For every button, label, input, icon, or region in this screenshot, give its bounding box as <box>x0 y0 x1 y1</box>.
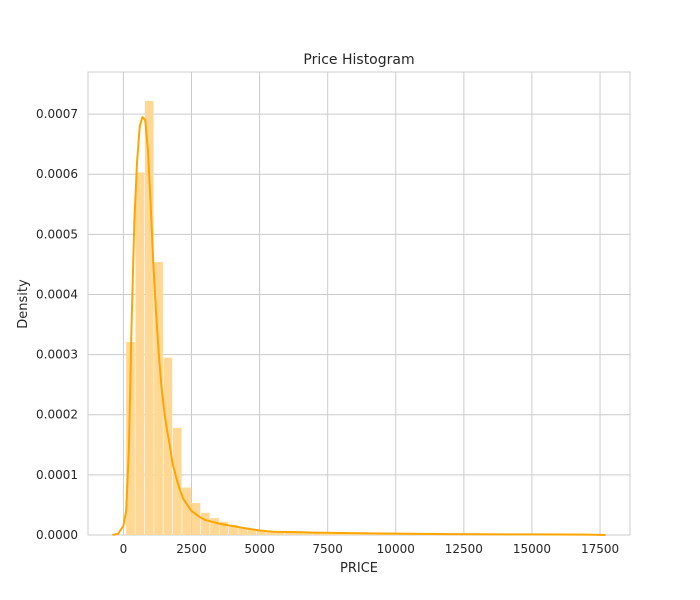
y-tick-label: 0.0005 <box>36 227 78 241</box>
histogram-bar <box>284 532 294 535</box>
histogram-bar <box>135 172 145 536</box>
x-axis-label: PRICE <box>340 561 378 576</box>
histogram-bar <box>126 341 135 535</box>
y-tick-label: 0.0001 <box>36 468 78 482</box>
histogram-bar <box>219 521 229 535</box>
histogram-bar <box>312 533 322 535</box>
y-tick-label: 0.0006 <box>36 167 78 181</box>
histogram-bar <box>303 533 313 535</box>
histogram-bar <box>228 524 238 535</box>
histogram-bar <box>378 534 388 535</box>
histogram-bar <box>247 529 257 535</box>
histogram-bar <box>154 262 163 535</box>
histogram-bar <box>266 531 276 535</box>
histogram-bar <box>275 531 285 535</box>
histogram-bar <box>238 527 247 535</box>
histogram-bar <box>331 533 341 535</box>
histogram-bar <box>144 100 154 535</box>
x-tick-label: 15000 <box>513 542 551 556</box>
x-tick-label: 17500 <box>581 542 619 556</box>
histogram-bar <box>182 487 191 535</box>
histogram-bar <box>387 534 397 535</box>
x-tick-label: 12500 <box>445 542 483 556</box>
histogram-bar <box>294 533 304 535</box>
y-axis-ticks: 0.0000 0.0001 0.0002 0.0003 0.0004 0.0005 0.00… <box>36 107 78 542</box>
histogram-bar <box>210 518 219 535</box>
histogram-bar <box>322 533 332 535</box>
y-tick-label: 0.0004 <box>36 287 78 301</box>
x-tick-label: 5000 <box>244 542 275 556</box>
x-tick-label: 7500 <box>312 542 343 556</box>
kde-line <box>112 116 606 536</box>
y-tick-label: 0.0007 <box>36 107 78 121</box>
histogram-bar <box>200 512 210 535</box>
histogram-bar <box>163 357 173 535</box>
histogram-bar <box>369 534 378 535</box>
y-tick-label: 0.0000 <box>36 528 78 542</box>
histogram-bar <box>350 534 360 535</box>
x-tick-label: 2500 <box>176 542 207 556</box>
histogram-bars <box>126 100 593 536</box>
y-tick-label: 0.0003 <box>36 348 78 362</box>
y-tick-label: 0.0002 <box>36 408 78 422</box>
x-tick-label: 0 <box>120 542 128 556</box>
histogram-bar <box>256 530 266 535</box>
histogram-bar <box>340 534 350 535</box>
y-axis-label: Density <box>16 279 31 329</box>
histogram-bar <box>359 534 369 535</box>
kde-curve <box>112 116 606 536</box>
chart-title: Price Histogram <box>303 52 414 68</box>
x-axis-ticks: 0 2500 5000 7500 10000 12500 15000 17500 <box>120 542 620 556</box>
histogram-bar <box>191 503 201 535</box>
x-tick-label: 10000 <box>377 542 415 556</box>
